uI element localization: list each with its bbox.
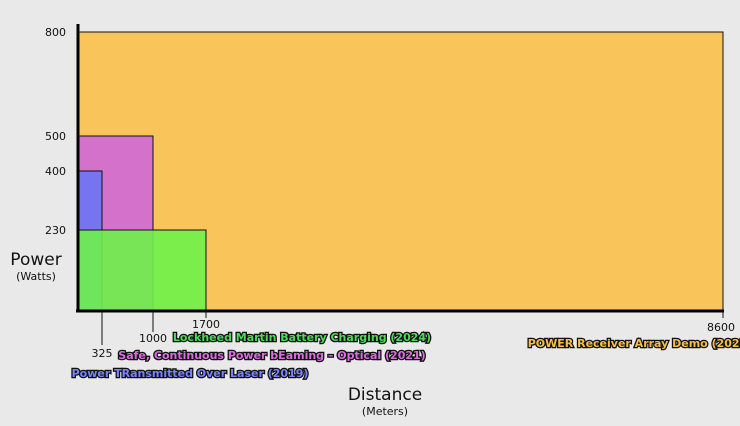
axes-group [76, 24, 724, 313]
series-label-safe-continuous-power-beaming-optical-2021: Safe, Continuous Power bEaming – Optical… [118, 349, 425, 362]
y-tick-label-500: 500 [45, 130, 66, 143]
y-axis-title: Power [10, 250, 61, 270]
labels-group: POWER Receiver Array Demo (2025) Safe, Co… [70, 330, 740, 382]
y-tick-label-400: 400 [45, 165, 66, 178]
x-tick-label-325: 325 [92, 347, 113, 360]
bar-lockheed-martin-battery-charging-2024 [77, 229, 207, 312]
x-tick-label-1000: 1000 [139, 332, 167, 345]
y-axis-unit: (Watts) [16, 270, 56, 283]
y-tick-label-800: 800 [45, 26, 66, 39]
series-label-power-receiver-array-demo-2025: POWER Receiver Array Demo (2025) [528, 337, 740, 350]
x-axis-title: Distance [348, 385, 422, 405]
y-tick-label-230: 230 [45, 224, 66, 237]
x-tick-label-8600: 8600 [707, 321, 735, 334]
ticks-group: 230 400 500 800 325 1000 1700 8600 [45, 26, 735, 360]
bars-group [77, 31, 724, 312]
x-tick-label-1700: 1700 [192, 318, 220, 331]
series-label-lockheed-martin-battery-charging-2024: Lockheed Martin Battery Charging (2024) [173, 331, 431, 344]
x-axis-unit: (Meters) [362, 405, 408, 418]
series-label-power-transmitted-over-laser-2019: Power TRansmitted Over Laser (2019) [72, 367, 309, 380]
